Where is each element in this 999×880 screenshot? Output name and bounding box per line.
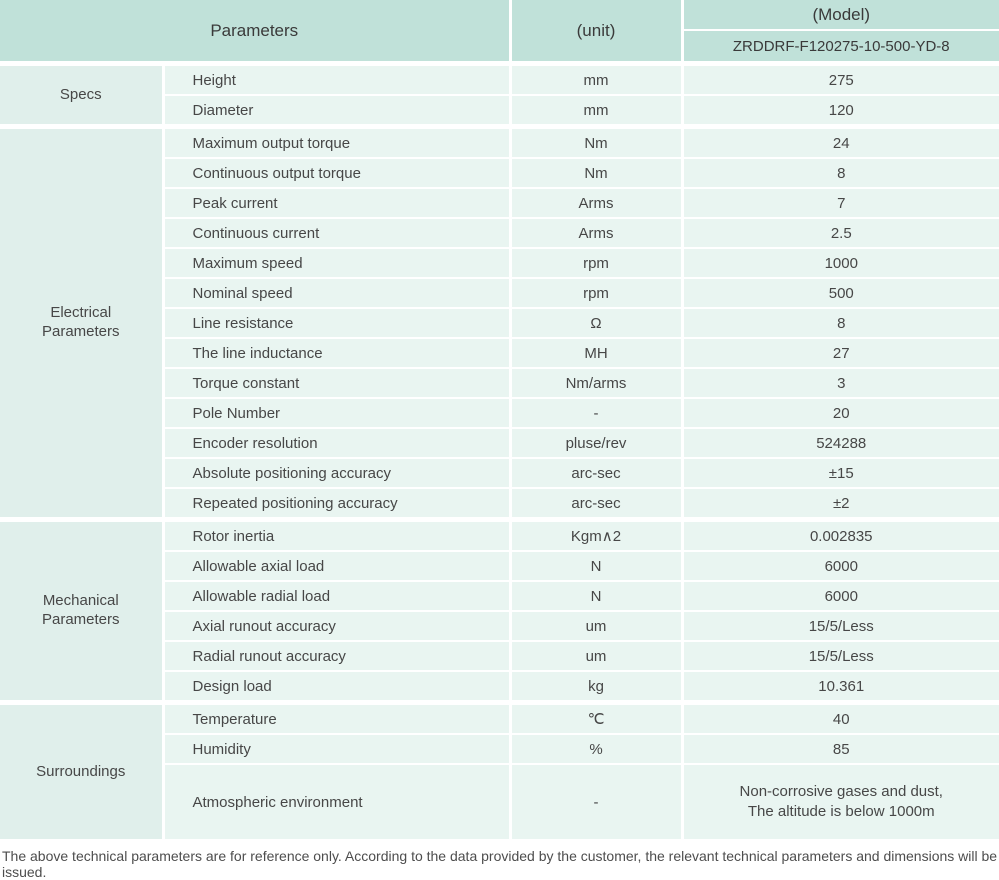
param-cell: Absolute positioning accuracy [163, 458, 510, 488]
unit-cell: - [510, 764, 682, 839]
value-cell: 8 [682, 158, 999, 188]
unit-cell: % [510, 734, 682, 764]
unit-cell: mm [510, 95, 682, 127]
param-cell: Allowable radial load [163, 581, 510, 611]
table-row: Electrical Parameters Maximum output tor… [0, 127, 999, 159]
value-cell: ±2 [682, 488, 999, 520]
param-cell: Repeated positioning accuracy [163, 488, 510, 520]
value-cell: 500 [682, 278, 999, 308]
unit-cell: arc-sec [510, 488, 682, 520]
header-unit: (unit) [510, 0, 682, 64]
value-cell: 20 [682, 398, 999, 428]
header-model: (Model) [682, 0, 999, 30]
header-parameters: Parameters [0, 0, 510, 64]
param-cell: Atmospheric environment [163, 764, 510, 839]
param-cell: Design load [163, 671, 510, 703]
unit-cell: Arms [510, 188, 682, 218]
param-cell: Radial runout accuracy [163, 641, 510, 671]
param-cell: Allowable axial load [163, 551, 510, 581]
value-cell: 40 [682, 703, 999, 735]
value-cell: 275 [682, 64, 999, 96]
unit-cell: - [510, 398, 682, 428]
unit-cell: Nm/arms [510, 368, 682, 398]
param-cell: Axial runout accuracy [163, 611, 510, 641]
param-cell: Continuous output torque [163, 158, 510, 188]
table-header: Parameters (unit) (Model) ZRDDRF-F120275… [0, 0, 999, 64]
unit-cell: um [510, 641, 682, 671]
value-cell: 3 [682, 368, 999, 398]
unit-cell: um [510, 611, 682, 641]
table-row: Mechanical Parameters Rotor inertia Kgm∧… [0, 520, 999, 552]
unit-cell: Nm [510, 158, 682, 188]
table-body: Specs Height mm 275 Diameter mm 120 Elec… [0, 64, 999, 840]
value-cell: 6000 [682, 581, 999, 611]
unit-cell: ℃ [510, 703, 682, 735]
unit-cell: N [510, 581, 682, 611]
value-cell: 2.5 [682, 218, 999, 248]
value-cell: 15/5/Less [682, 611, 999, 641]
value-cell: 6000 [682, 551, 999, 581]
category-label: Surroundings [36, 763, 125, 782]
value-cell: 10.361 [682, 671, 999, 703]
unit-cell: mm [510, 64, 682, 96]
value-cell: 8 [682, 308, 999, 338]
value-cell: 27 [682, 338, 999, 368]
param-cell: Peak current [163, 188, 510, 218]
table-row: Specs Height mm 275 [0, 64, 999, 96]
unit-cell: kg [510, 671, 682, 703]
footer-disclaimer: The above technical parameters are for r… [2, 848, 999, 880]
param-cell: Maximum speed [163, 248, 510, 278]
value-cell: 85 [682, 734, 999, 764]
unit-cell: arc-sec [510, 458, 682, 488]
value-cell: 120 [682, 95, 999, 127]
category-label: Specs [60, 86, 102, 105]
unit-cell: Arms [510, 218, 682, 248]
unit-cell: Nm [510, 127, 682, 159]
param-cell: Height [163, 64, 510, 96]
param-cell: Continuous current [163, 218, 510, 248]
unit-cell: rpm [510, 248, 682, 278]
param-cell: Diameter [163, 95, 510, 127]
category-cell-specs: Specs [0, 64, 163, 127]
value-cell: Non-corrosive gases and dust, The altitu… [682, 764, 999, 839]
unit-cell: Ω [510, 308, 682, 338]
unit-cell: pluse/rev [510, 428, 682, 458]
value-line-2: The altitude is below 1000m [684, 802, 999, 822]
unit-cell: Kgm∧2 [510, 520, 682, 552]
category-label: Electrical Parameters [31, 304, 131, 342]
table-row: Surroundings Temperature ℃ 40 [0, 703, 999, 735]
value-cell: 0.002835 [682, 520, 999, 552]
category-label: Mechanical Parameters [31, 592, 131, 630]
unit-cell: MH [510, 338, 682, 368]
param-cell: Encoder resolution [163, 428, 510, 458]
spec-table: Parameters (unit) (Model) ZRDDRF-F120275… [0, 0, 999, 839]
value-cell: 24 [682, 127, 999, 159]
param-cell: Nominal speed [163, 278, 510, 308]
unit-cell: N [510, 551, 682, 581]
param-cell: Torque constant [163, 368, 510, 398]
category-cell-electrical: Electrical Parameters [0, 127, 163, 520]
value-cell: 7 [682, 188, 999, 218]
param-cell: Line resistance [163, 308, 510, 338]
param-cell: Maximum output torque [163, 127, 510, 159]
value-line-1: Non-corrosive gases and dust, [684, 782, 999, 802]
param-cell: Pole Number [163, 398, 510, 428]
value-cell: 524288 [682, 428, 999, 458]
category-cell-mechanical: Mechanical Parameters [0, 520, 163, 703]
value-cell: 1000 [682, 248, 999, 278]
header-model-code: ZRDDRF-F120275-10-500-YD-8 [682, 30, 999, 64]
category-cell-surroundings: Surroundings [0, 703, 163, 840]
param-cell: The line inductance [163, 338, 510, 368]
value-cell: 15/5/Less [682, 641, 999, 671]
param-cell: Humidity [163, 734, 510, 764]
unit-cell: rpm [510, 278, 682, 308]
value-cell: ±15 [682, 458, 999, 488]
param-cell: Rotor inertia [163, 520, 510, 552]
param-cell: Temperature [163, 703, 510, 735]
